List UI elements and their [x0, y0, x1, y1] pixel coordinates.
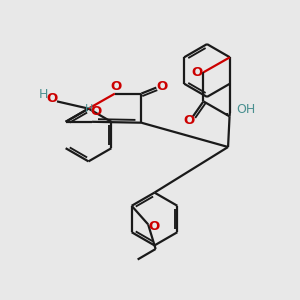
Text: O: O — [191, 66, 202, 79]
Text: O: O — [46, 92, 57, 105]
Text: O: O — [148, 220, 159, 233]
Text: O: O — [157, 80, 168, 93]
Text: OH: OH — [237, 103, 256, 116]
Text: O: O — [111, 80, 122, 94]
Text: O: O — [90, 105, 101, 118]
Text: H: H — [85, 104, 93, 114]
Text: O: O — [184, 113, 195, 127]
Text: H: H — [39, 88, 48, 101]
